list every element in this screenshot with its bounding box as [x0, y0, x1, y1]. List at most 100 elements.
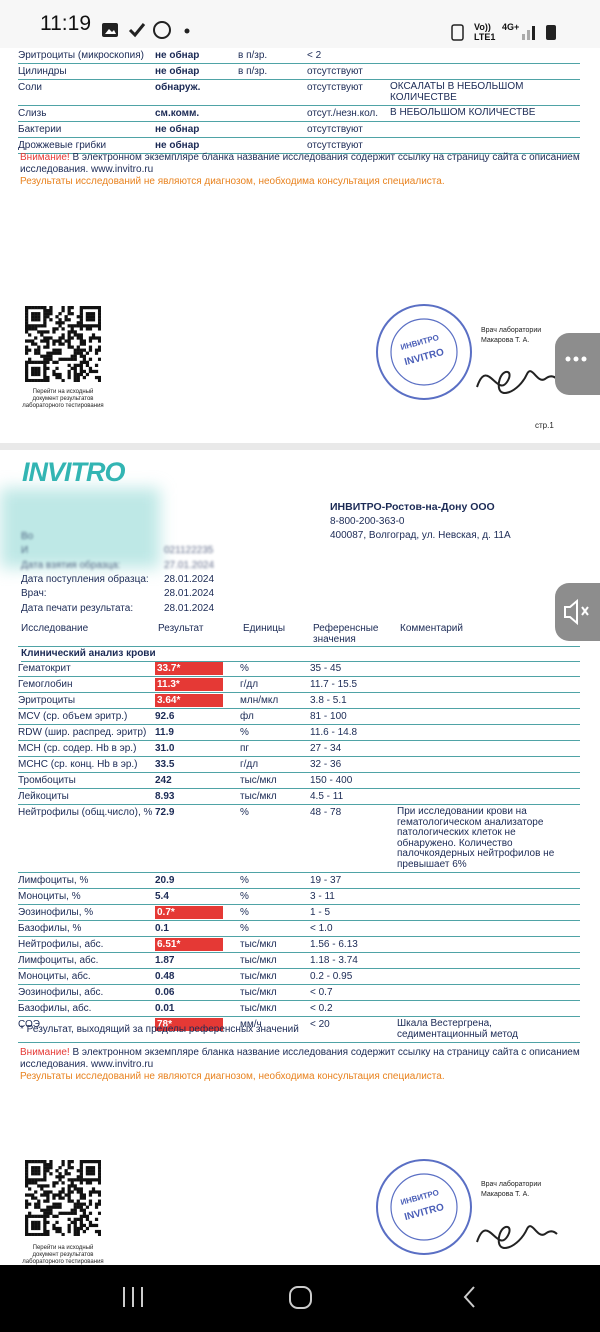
qr-module: [73, 1184, 77, 1188]
qr-module: [31, 339, 35, 343]
reference-cell: отсутствуют: [307, 82, 363, 93]
qr-module: [46, 1166, 50, 1170]
units-cell: мм/ч: [240, 1019, 262, 1030]
qr-module: [64, 357, 68, 361]
qr-module: [25, 330, 29, 334]
qr-module: [76, 1187, 80, 1191]
qr-module: [28, 324, 32, 328]
qr-module: [85, 306, 90, 310]
qr-module: [34, 1178, 38, 1182]
patient-label: Во: [21, 531, 34, 542]
comment-cell: [390, 122, 580, 137]
qr-module: [34, 1166, 38, 1170]
test-cell: Гемоглобин: [18, 679, 73, 690]
qr-module: [31, 1160, 35, 1164]
qr-module: [25, 375, 29, 380]
qr-module: [79, 1178, 83, 1182]
qr-module: [97, 327, 101, 331]
home-button[interactable]: [289, 1286, 312, 1309]
qr-module: [97, 315, 101, 319]
qr-module: [52, 330, 56, 334]
qr-module: [31, 360, 35, 364]
qr-module: [37, 318, 41, 322]
result-row: MCV (ср. объем эритр.) 92.6 фл 81 - 100: [18, 709, 580, 725]
qr-module: [61, 306, 65, 310]
qr-module: [40, 306, 44, 310]
qr-module: [94, 1190, 99, 1194]
qr-module: [43, 1193, 47, 1197]
qr-module: [46, 354, 50, 358]
notice-label: Внимание!: [20, 152, 70, 163]
qr-module: [37, 306, 41, 310]
units-cell: пг: [240, 743, 250, 754]
qr-module: [43, 1178, 47, 1182]
qr-module: [43, 330, 47, 334]
qr-module: [79, 1217, 83, 1221]
comment-cell: [397, 873, 567, 888]
qr-module: [58, 351, 62, 355]
qr-module: [34, 312, 38, 316]
qr-module: [79, 1190, 83, 1194]
qr-module: [28, 348, 32, 352]
test-cell: Эозинофилы, %: [18, 907, 94, 918]
result-cell: 0.06: [155, 987, 175, 998]
qr-module: [94, 348, 99, 352]
qr-module: [58, 342, 62, 346]
qr-module: [46, 366, 50, 371]
column-header: Комментарий: [400, 623, 463, 634]
test-cell: RDW (шир. распред. эритр): [18, 727, 147, 738]
qr-module: [52, 348, 56, 352]
qr-module: [79, 1172, 83, 1176]
qr-module: [31, 1181, 35, 1185]
qr-module: [31, 1169, 35, 1173]
qr-module: [40, 1232, 44, 1236]
qr-module: [46, 378, 50, 382]
notice-label: Внимание!: [20, 1047, 70, 1058]
result-cell: см.комм.: [155, 108, 200, 119]
qr-module: [46, 312, 50, 316]
qr-module: [43, 339, 47, 343]
qr-module: [43, 1232, 47, 1236]
test-cell: Нейтрофилы (общ.число), %: [18, 807, 153, 818]
qr-module: [88, 324, 93, 328]
result-table: Эритроциты (микроскопия) не обнар в п/зр. <…: [18, 48, 580, 154]
qr-module: [67, 345, 71, 349]
qr-module: [52, 372, 56, 377]
reference-cell: < 2: [307, 50, 322, 61]
back-button[interactable]: [463, 1286, 475, 1308]
qr-module: [58, 348, 62, 352]
result-row: Лимфоциты, % 20.9% 19 - 37: [18, 873, 580, 889]
qr-module: [55, 1193, 59, 1197]
more-button[interactable]: [555, 333, 600, 395]
qr-module: [37, 1226, 41, 1231]
navigation-bar: [0, 1265, 600, 1332]
qr-module: [25, 306, 29, 310]
qr-module: [31, 1196, 35, 1200]
qr-module: [79, 1181, 83, 1185]
result-cell: 6.51*: [155, 938, 223, 951]
comment-cell: [390, 48, 580, 63]
qr-module: [25, 1175, 29, 1179]
qr-module: [94, 369, 99, 374]
qr-module: [43, 1199, 47, 1203]
qr-module: [49, 306, 53, 310]
qr-module: [52, 369, 56, 374]
qr-module: [55, 1205, 59, 1209]
qr-module: [31, 378, 35, 382]
qr-module: [55, 327, 59, 331]
qr-module: [58, 1205, 62, 1209]
units-cell: г/дл: [240, 759, 259, 770]
qr-module: [34, 1220, 38, 1225]
company-address: 400087, Волгоград, ул. Невская, д. 11А: [330, 530, 511, 541]
qr-module: [85, 312, 90, 316]
qr-module: [46, 342, 50, 346]
qr-module: [49, 1205, 53, 1209]
qr-code[interactable]: [25, 306, 101, 382]
recents-button[interactable]: [123, 1287, 143, 1307]
qr-module: [67, 318, 71, 322]
qr-module: [52, 1184, 56, 1188]
qr-module: [31, 1220, 35, 1225]
volume-button[interactable]: [555, 583, 600, 641]
qr-module: [43, 1208, 47, 1212]
qr-code[interactable]: [25, 1160, 101, 1236]
